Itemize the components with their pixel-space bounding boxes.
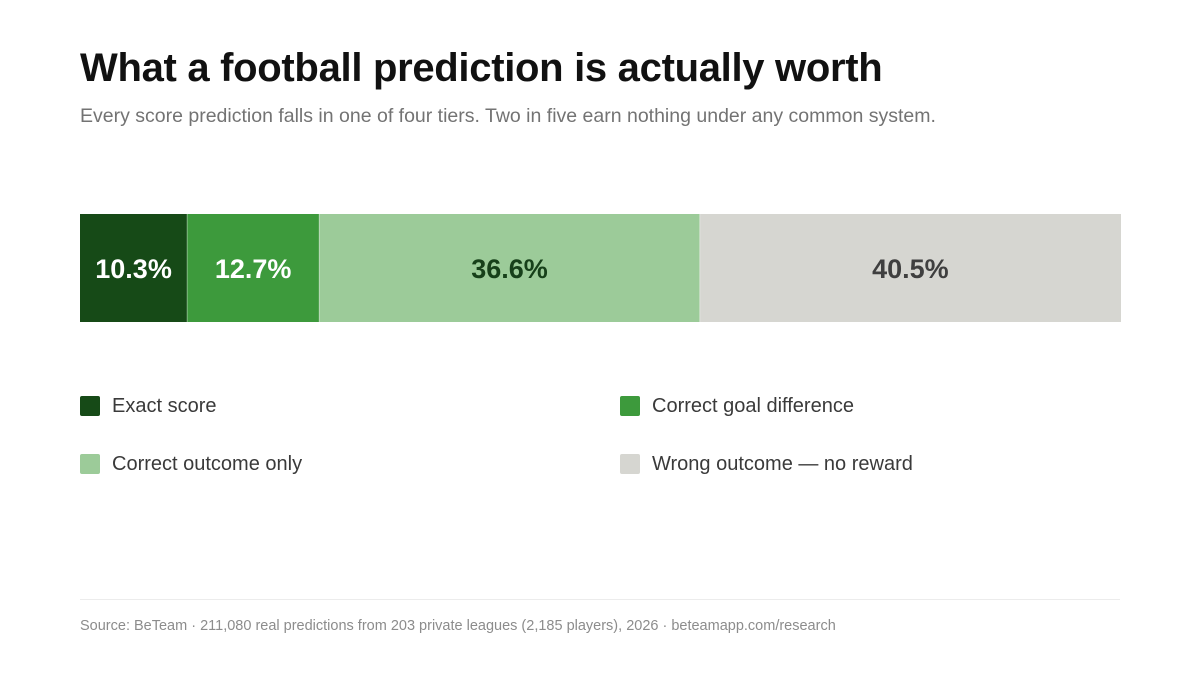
data-label-exact-score: 10.3%: [95, 254, 172, 284]
legend-item-correct-goal-difference: Correct goal difference: [620, 394, 854, 418]
legend-swatch-correct-goal-difference: [620, 396, 640, 416]
legend-item-correct-outcome-only: Correct outcome only: [80, 452, 302, 476]
legend-label-correct-goal-difference: Correct goal difference: [652, 394, 854, 417]
data-label-correct-goal-difference: 12.7%: [215, 254, 292, 284]
bar-segment-wrong-outcome: [699, 214, 1121, 322]
legend-swatch-exact-score: [80, 396, 100, 416]
legend-swatch-correct-outcome-only: [80, 454, 100, 474]
stacked-bar-chart: 10.3% 12.7% 36.6% 40.5%: [80, 214, 1121, 322]
stacked-bar-svg: 10.3% 12.7% 36.6% 40.5%: [80, 214, 1121, 322]
segment-separator: [699, 214, 701, 322]
bar-segment-correct-goal-difference: [187, 214, 320, 322]
segment-separator: [186, 214, 188, 322]
legend-label-correct-outcome-only: Correct outcome only: [112, 452, 303, 475]
chart-subtitle: Every score prediction falls in one of f…: [80, 105, 936, 127]
legend-label-exact-score: Exact score: [112, 394, 217, 417]
data-label-wrong-outcome: 40.5%: [872, 254, 949, 284]
segment-separator: [318, 214, 320, 322]
legend-label-wrong-outcome: Wrong outcome — no reward: [652, 452, 913, 475]
legend-swatch-wrong-outcome: [620, 454, 640, 474]
chart-title: What a football prediction is actually w…: [80, 46, 883, 90]
footer-divider: [80, 599, 1120, 600]
legend-item-wrong-outcome: Wrong outcome — no reward: [620, 452, 913, 476]
bar-segment-exact-score: [80, 214, 188, 322]
data-label-correct-outcome-only: 36.6%: [471, 254, 548, 284]
bar-segment-correct-outcome-only: [319, 214, 700, 322]
legend-item-exact-score: Exact score: [80, 394, 216, 418]
source-note: Source: BeTeam · 211,080 real prediction…: [80, 618, 836, 634]
